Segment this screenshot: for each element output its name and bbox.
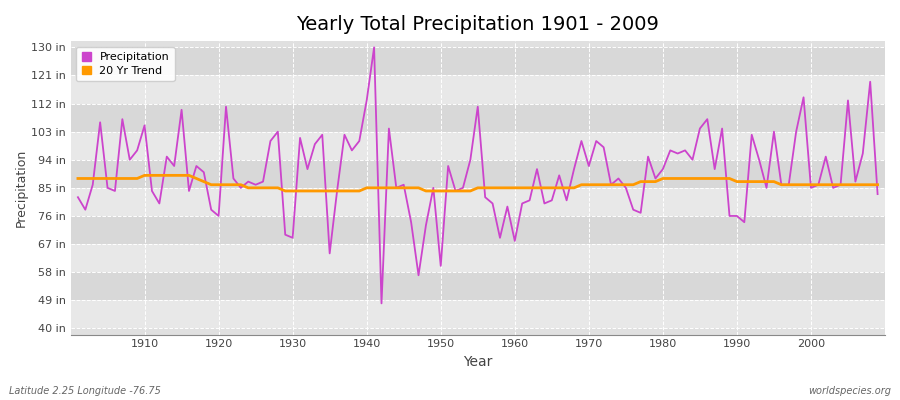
Precipitation	[73, 195, 84, 200]
Bar	[70, 76, 885, 104]
Precipitation	[131, 148, 142, 153]
20 Yr Trend	[310, 188, 320, 193]
Y-axis label: Precipitation: Precipitation	[15, 149, 28, 227]
Bar	[70, 272, 885, 300]
Bar	[70, 132, 885, 160]
Precipitation	[613, 176, 624, 181]
20 Yr Trend	[280, 188, 291, 193]
Bar	[70, 47, 885, 76]
20 Yr Trend	[613, 182, 624, 187]
Bar	[70, 160, 885, 188]
Bar	[70, 188, 885, 216]
Text: Latitude 2.25 Longitude -76.75: Latitude 2.25 Longitude -76.75	[9, 386, 161, 396]
Bar	[70, 244, 885, 272]
Precipitation	[369, 45, 380, 50]
Precipitation	[376, 301, 387, 306]
20 Yr Trend	[872, 182, 883, 187]
Precipitation	[517, 201, 527, 206]
20 Yr Trend	[140, 173, 150, 178]
Bar	[70, 300, 885, 328]
20 Yr Trend	[131, 176, 142, 181]
20 Yr Trend	[354, 188, 364, 193]
20 Yr Trend	[517, 186, 527, 190]
Precipitation	[524, 198, 535, 203]
Legend: Precipitation, 20 Yr Trend: Precipitation, 20 Yr Trend	[76, 47, 175, 81]
Precipitation	[339, 132, 350, 137]
20 Yr Trend	[73, 176, 84, 181]
Line: Precipitation: Precipitation	[78, 47, 878, 303]
X-axis label: Year: Year	[464, 355, 492, 369]
Title: Yearly Total Precipitation 1901 - 2009: Yearly Total Precipitation 1901 - 2009	[296, 15, 659, 34]
Line: 20 Yr Trend: 20 Yr Trend	[78, 175, 878, 191]
Bar	[70, 216, 885, 244]
Precipitation	[872, 192, 883, 196]
Precipitation	[294, 136, 305, 140]
20 Yr Trend	[524, 186, 535, 190]
Text: worldspecies.org: worldspecies.org	[808, 386, 891, 396]
Bar	[70, 104, 885, 132]
